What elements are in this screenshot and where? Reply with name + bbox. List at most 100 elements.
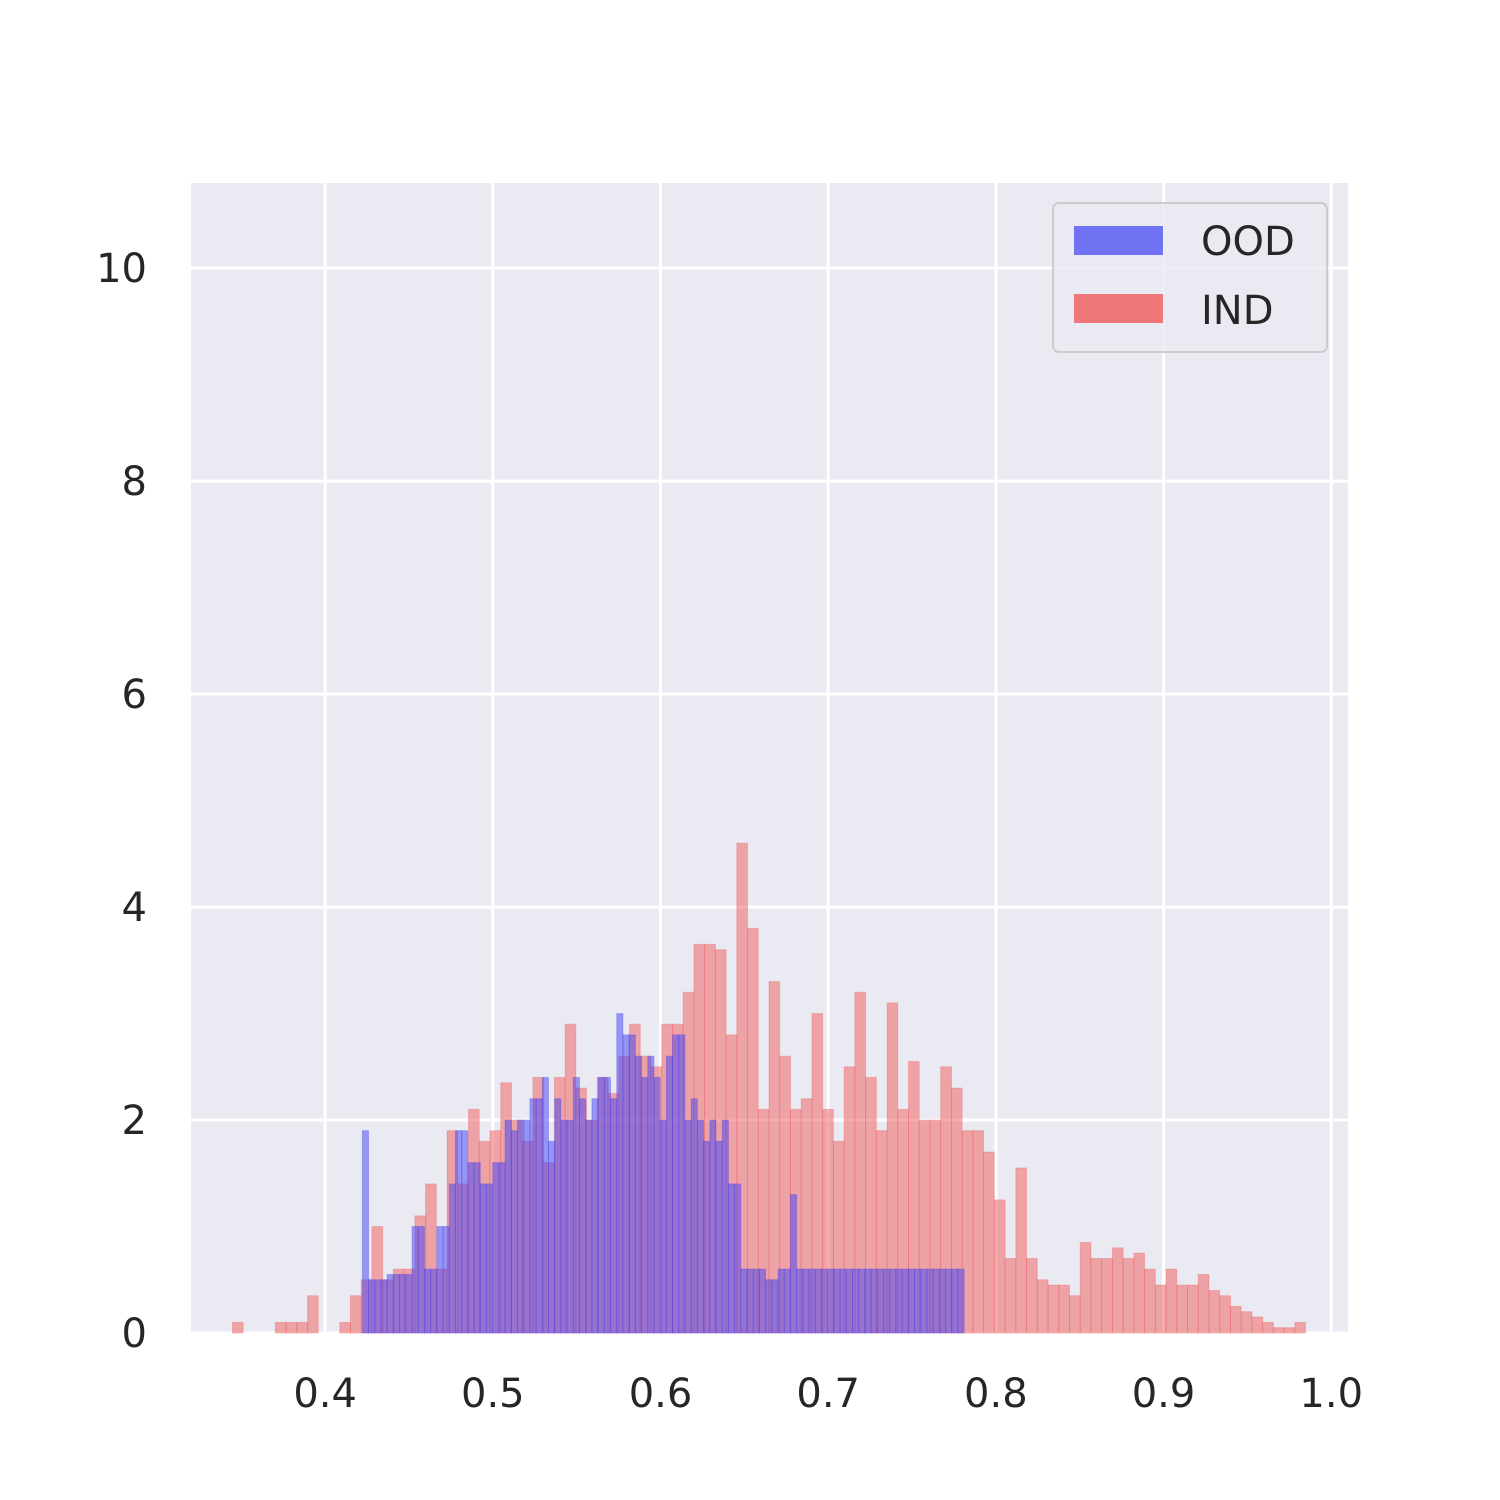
bar-ind [1251,1316,1264,1334]
bar-ood [876,1268,885,1334]
x-tick-label: 0.7 [796,1371,860,1417]
legend-label-ind: IND [1201,288,1274,334]
bar-ind [307,1295,319,1334]
bar-ood [883,1268,891,1334]
bar-ood [678,1034,686,1334]
bar-ood [547,1140,556,1334]
bar-ood [734,1183,742,1334]
bar-ood [454,1130,463,1334]
bar-ood [628,1034,636,1334]
bar-ood [820,1268,829,1334]
bar-ood [541,1076,549,1334]
bar-ood [516,1119,525,1334]
bar-ind [1058,1284,1070,1334]
bar-ind [296,1321,309,1334]
bar-ood [665,1055,674,1334]
bar-ood [783,1268,791,1334]
bar-ind [1004,1257,1017,1334]
bar-ind [1036,1279,1049,1334]
bar-ood [852,1268,860,1334]
bar-ind [1219,1295,1231,1334]
bar-ind [349,1295,362,1334]
bar-ood [758,1268,767,1334]
bar-ood [659,1119,667,1334]
bar-ind [1165,1268,1178,1334]
bar-ind [1272,1327,1285,1334]
bar-ood [485,1183,494,1334]
bar-ood [560,1119,568,1334]
bar-ood [777,1268,785,1334]
bar-ood [796,1268,804,1334]
y-tick-label: 8 [122,459,147,505]
x-tick-label: 0.8 [964,1371,1028,1417]
bar-ind [1229,1305,1242,1334]
bar-ind [339,1321,351,1334]
bar-ood [616,1013,624,1334]
bar-ood [914,1268,922,1334]
bar-ood [833,1268,841,1334]
bar-ood [566,1119,574,1334]
bar-ood [957,1268,965,1334]
legend-swatch-ood [1074,226,1163,255]
series-ood [361,1013,965,1334]
bar-ood [858,1268,866,1334]
bar-ood [839,1268,847,1334]
bar-ood [510,1130,518,1334]
x-tick-label: 1.0 [1299,1371,1363,1417]
bar-ind [285,1321,298,1334]
bar-ood [523,1119,531,1334]
bar-ood [765,1279,773,1334]
bar-ind [1015,1167,1028,1334]
bar-ood [535,1098,543,1334]
bar-ind [1197,1273,1210,1334]
bar-ood [504,1119,512,1334]
bar-ood [473,1162,481,1334]
bar-ood [653,1076,661,1334]
bar-ind [1047,1284,1060,1334]
bar-ood [634,1055,643,1334]
bar-ood [895,1268,903,1334]
bar-ood [479,1183,487,1334]
bar-ood [585,1119,593,1334]
bar-ind [1187,1284,1199,1334]
bar-ind [1079,1241,1092,1334]
bar-ood [696,1119,705,1334]
bar-ood [907,1268,916,1334]
bar-ood [579,1098,587,1334]
bar-ood [845,1268,854,1334]
bar-ood [498,1162,506,1334]
bar-ood [417,1226,425,1334]
bar-ind [274,1321,287,1334]
bar-ood [492,1162,500,1334]
bar-ood [603,1076,612,1334]
bar-ind [1262,1321,1274,1334]
bar-ood [684,1119,692,1334]
x-tick-label: 0.4 [293,1371,357,1417]
bar-ood [945,1268,953,1334]
tick-labels: 0.4 0.5 0.6 0.7 0.8 0.9 1.0 0 2 4 6 8 10 [96,246,1363,1417]
bar-ind [1133,1252,1146,1334]
bar-ood [771,1279,779,1334]
bar-ood [399,1273,407,1334]
bar-ood [926,1268,934,1334]
bar-ood [405,1273,413,1334]
bar-ood [467,1162,475,1334]
bar-ood [368,1279,376,1334]
bar-ood [789,1194,798,1334]
bar-ood [864,1268,872,1334]
bar-ood [690,1098,698,1334]
bar-ood [554,1098,562,1334]
bar-ind [231,1321,244,1334]
bar-ood [752,1268,760,1334]
bar-ind [1090,1257,1103,1334]
bar-ind [1111,1247,1124,1334]
bar-ood [932,1268,940,1334]
x-tick-label: 0.5 [461,1371,525,1417]
bar-ood [380,1279,388,1334]
y-tick-label: 4 [122,885,147,931]
bar-ood [740,1268,748,1334]
bar-ood [647,1055,655,1334]
bar-ood [802,1268,810,1334]
bar-ood [889,1268,897,1334]
bar-ood [715,1140,723,1334]
